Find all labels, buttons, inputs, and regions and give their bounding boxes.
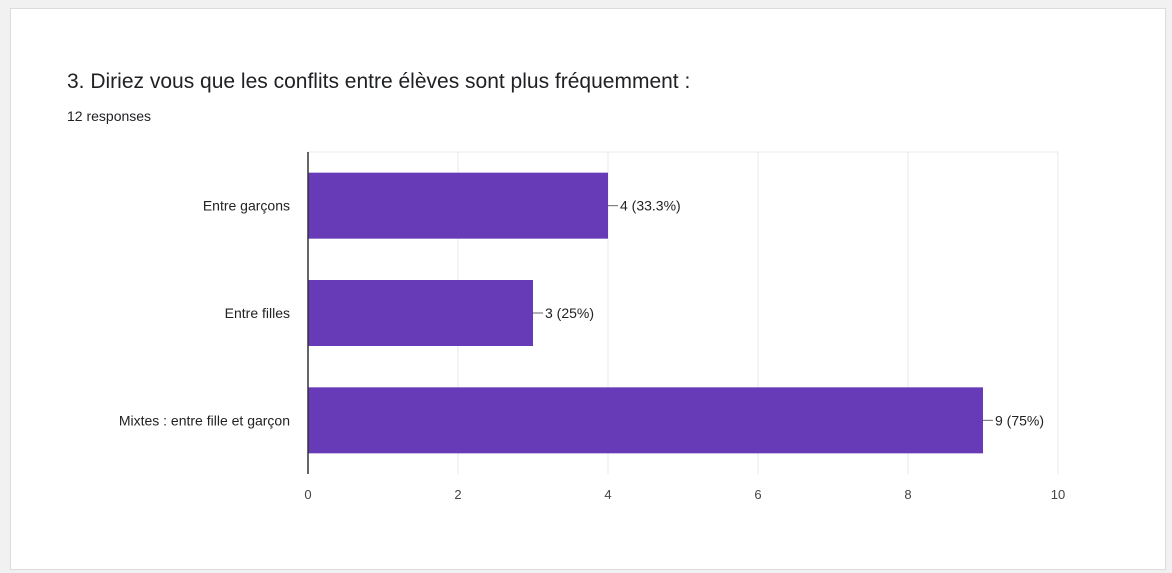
data-label: 4 (33.3%) <box>620 198 681 214</box>
data-label: 9 (75%) <box>995 412 1044 428</box>
x-tick-label: 0 <box>304 487 311 502</box>
question-card: 3. Diriez vous que les conflits entre él… <box>10 8 1166 570</box>
bar <box>308 280 533 346</box>
bar <box>308 387 983 454</box>
response-count: 12 responses <box>67 108 152 124</box>
x-tick-label: 8 <box>904 487 911 502</box>
category-label: Entre garçons <box>203 198 290 214</box>
x-tick-label: 6 <box>754 487 761 502</box>
data-label: 3 (25%) <box>545 305 594 321</box>
x-tick-label: 2 <box>454 487 461 502</box>
x-tick-label: 4 <box>604 487 611 502</box>
bars <box>308 172 983 454</box>
labels: 0 2 4 6 8 10 Entre garçons 4 (33.3%) Entre fille… <box>119 198 1065 502</box>
question-title: 3. Diriez vous que les conflits entre él… <box>67 70 691 93</box>
category-label: Mixtes : entre fille et garçon <box>119 412 290 428</box>
bar <box>308 172 608 239</box>
category-label: Entre filles <box>225 305 290 321</box>
x-tick-label: 10 <box>1051 487 1065 502</box>
